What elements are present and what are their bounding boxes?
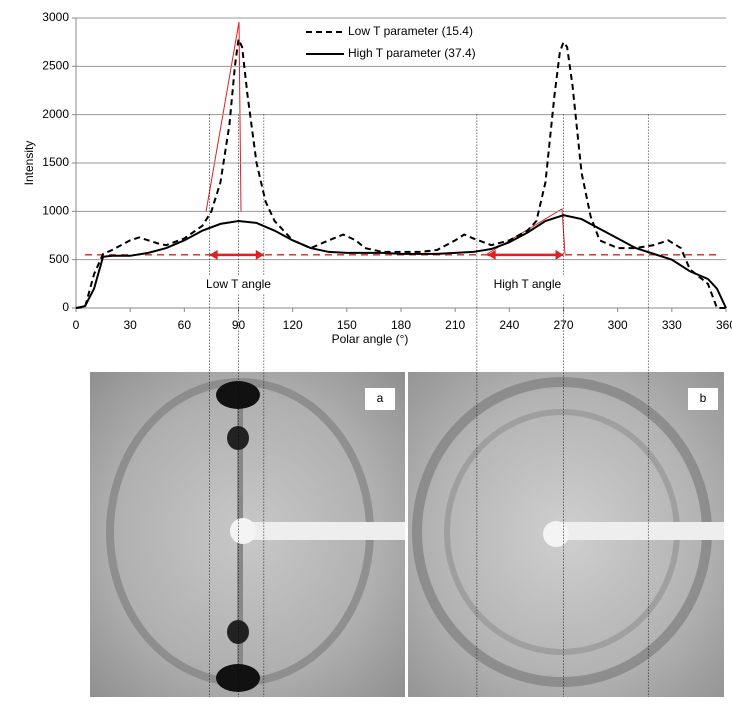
x-tick-label: 210: [445, 318, 465, 332]
y-tick-label: 0: [62, 300, 69, 314]
annotation-box: [198, 276, 279, 294]
arrow-head: [555, 249, 564, 260]
x-tick-label: 120: [283, 318, 303, 332]
arrow-head: [255, 249, 264, 260]
legend-bg: [300, 44, 500, 64]
annotation-box: [487, 276, 568, 294]
x-tick-label: 0: [73, 318, 80, 332]
y-tick-label: 2000: [42, 107, 69, 121]
y-tick-label: 1000: [42, 204, 69, 218]
x-tick-label: 330: [662, 318, 682, 332]
y-tick-label: 2500: [42, 59, 69, 73]
x-tick-label: 180: [391, 318, 411, 332]
arrow-head: [209, 249, 218, 260]
annotation: Low T angle: [206, 277, 271, 291]
x-tick-label: 300: [608, 318, 628, 332]
panel-label: b: [700, 391, 707, 405]
image-a: [90, 372, 405, 697]
series-line: [75, 35, 726, 309]
y-tick-label: 500: [49, 252, 69, 266]
annotation: High T angle: [494, 277, 562, 291]
x-axis-label: Polar angle (°): [332, 332, 409, 346]
y-tick-label: 3000: [42, 10, 69, 24]
x-tick-label: 150: [337, 318, 357, 332]
x-tick-label: 240: [499, 318, 519, 332]
panel-label: a: [377, 391, 384, 405]
x-tick-label: 360: [716, 318, 732, 332]
image-b: [408, 372, 724, 697]
y-tick-label: 1500: [42, 155, 69, 169]
legend-label: Low T parameter (15.4): [348, 24, 473, 38]
legend-label: High T parameter (37.4): [348, 46, 476, 60]
x-tick-label: 30: [123, 318, 137, 332]
legend-bg: [300, 22, 500, 42]
arrow-head: [487, 249, 496, 260]
x-tick-label: 60: [178, 318, 192, 332]
y-axis-label: Intensity: [22, 141, 36, 186]
series-line: [75, 214, 727, 309]
